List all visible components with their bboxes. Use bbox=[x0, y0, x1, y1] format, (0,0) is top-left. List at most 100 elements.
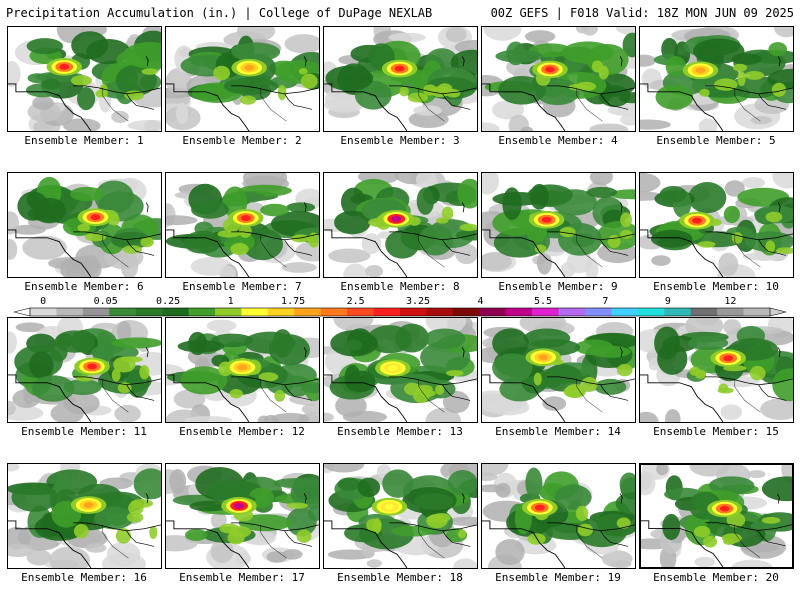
ensemble-member-label: Ensemble Member: 4 bbox=[498, 134, 618, 147]
colorbar-bin bbox=[267, 308, 295, 316]
ensemble-member-label: Ensemble Member: 7 bbox=[182, 280, 302, 293]
precip-map bbox=[482, 464, 635, 568]
ensemble-member-label: Ensemble Member: 14 bbox=[495, 425, 621, 438]
colorbar-bin bbox=[664, 308, 692, 316]
ensemble-member-map bbox=[7, 26, 162, 132]
colorbar-bin bbox=[611, 308, 639, 316]
colorbar-bin bbox=[30, 308, 57, 316]
precip-map bbox=[641, 465, 792, 567]
colorbar-bin bbox=[135, 308, 163, 316]
colorbar-bin bbox=[743, 308, 771, 316]
precip-map bbox=[482, 27, 635, 131]
ensemble-member-map bbox=[165, 172, 320, 278]
colorbar-right-arrow bbox=[769, 307, 787, 317]
colorbar-tick-label: 3.25 bbox=[405, 296, 431, 307]
colorbar-tick-label: 0.25 bbox=[156, 296, 181, 307]
precip-map bbox=[324, 173, 477, 277]
ensemble-member-label: Ensemble Member: 11 bbox=[21, 425, 147, 438]
ensemble-member-label: Ensemble Member: 15 bbox=[653, 425, 779, 438]
ensemble-member-map bbox=[639, 26, 794, 132]
ensemble-member-map bbox=[323, 463, 478, 569]
header-title-right: 00Z GEFS | F018 Valid: 18Z MON JUN 09 20… bbox=[490, 6, 794, 20]
precip-map bbox=[166, 27, 319, 131]
precip-map bbox=[324, 27, 477, 131]
ensemble-member-label: Ensemble Member: 19 bbox=[495, 571, 621, 584]
colorbar-bin bbox=[215, 308, 242, 316]
ensemble-member-label: Ensemble Member: 2 bbox=[182, 134, 302, 147]
ensemble-member-map bbox=[7, 463, 162, 569]
precip-map bbox=[482, 318, 635, 422]
ensemble-member-map bbox=[323, 317, 478, 423]
precip-map bbox=[324, 318, 477, 422]
ensemble-member-map bbox=[481, 317, 636, 423]
precip-map bbox=[640, 27, 793, 131]
colorbar-bin bbox=[109, 308, 137, 316]
colorbar-bin bbox=[479, 308, 507, 316]
precip-map bbox=[166, 464, 319, 568]
colorbar-bin bbox=[294, 308, 322, 316]
colorbar-tick-label: 12 bbox=[724, 296, 737, 307]
precip-map bbox=[482, 173, 635, 277]
colorbar-bin bbox=[585, 308, 612, 316]
ensemble-member-label: Ensemble Member: 20 bbox=[653, 571, 779, 584]
ensemble-member-map bbox=[639, 317, 794, 423]
ensemble-member-label: Ensemble Member: 16 bbox=[21, 571, 147, 584]
ensemble-member-label: Ensemble Member: 9 bbox=[498, 280, 618, 293]
colorbar-bin bbox=[426, 308, 454, 316]
ensemble-member-label: Ensemble Member: 18 bbox=[337, 571, 463, 584]
ensemble-member-map bbox=[481, 463, 636, 569]
colorbar-tick-label: 7 bbox=[602, 296, 609, 307]
ensemble-member-label: Ensemble Member: 8 bbox=[340, 280, 460, 293]
ensemble-member-map bbox=[165, 317, 320, 423]
colorbar-bin bbox=[373, 308, 401, 316]
colorbar-bin bbox=[347, 308, 374, 316]
colorbar-bin bbox=[56, 308, 84, 316]
colorbar-tick-label: 5.5 bbox=[533, 296, 553, 307]
ensemble-member-label: Ensemble Member: 10 bbox=[653, 280, 779, 293]
header-title-left: Precipitation Accumulation (in.) | Colle… bbox=[6, 6, 433, 20]
precip-map bbox=[640, 173, 793, 277]
precip-map bbox=[166, 173, 319, 277]
ensemble-member-map bbox=[7, 172, 162, 278]
ensemble-member-label: Ensemble Member: 5 bbox=[656, 134, 776, 147]
colorbar-bin bbox=[320, 308, 348, 316]
colorbar-tick-label: 4 bbox=[477, 296, 484, 307]
ensemble-member-map bbox=[481, 172, 636, 278]
ensemble-member-label: Ensemble Member: 17 bbox=[179, 571, 305, 584]
colorbar-bin bbox=[82, 308, 110, 316]
ensemble-member-label: Ensemble Member: 3 bbox=[340, 134, 460, 147]
colorbar-bin bbox=[241, 308, 269, 316]
colorbar-tick-label: 0 bbox=[40, 296, 47, 307]
ensemble-member-map bbox=[165, 463, 320, 569]
ensemble-member-map bbox=[323, 172, 478, 278]
precip-map bbox=[324, 464, 477, 568]
ensemble-member-map bbox=[481, 26, 636, 132]
colorbar-tick-label: 0.05 bbox=[93, 296, 118, 307]
colorbar-tick-label: 1 bbox=[227, 296, 234, 307]
precip-map bbox=[8, 173, 161, 277]
ensemble-member-map bbox=[7, 317, 162, 423]
precip-map bbox=[8, 318, 161, 422]
precip-map bbox=[640, 318, 793, 422]
precip-map bbox=[8, 464, 161, 568]
colorbar-bin bbox=[505, 308, 533, 316]
precip-map bbox=[166, 318, 319, 422]
ensemble-member-map bbox=[165, 26, 320, 132]
ensemble-member-label: Ensemble Member: 12 bbox=[179, 425, 305, 438]
ensemble-member-label: Ensemble Member: 13 bbox=[337, 425, 463, 438]
ensemble-member-label: Ensemble Member: 1 bbox=[24, 134, 144, 147]
colorbar-bin bbox=[558, 308, 586, 316]
colorbar-bin bbox=[717, 308, 744, 316]
colorbar-left-arrow bbox=[13, 307, 31, 317]
colorbar-bin bbox=[400, 308, 427, 316]
precip-map bbox=[8, 27, 161, 131]
colorbar-bin bbox=[452, 308, 480, 316]
colorbar-tick-label: 9 bbox=[664, 296, 671, 307]
ensemble-member-map bbox=[323, 26, 478, 132]
ensemble-member-map bbox=[639, 463, 794, 569]
colorbar-bin bbox=[637, 308, 665, 316]
colorbar-bin bbox=[690, 308, 718, 316]
colorbar-outline bbox=[29, 307, 771, 317]
precipitation-colorbar bbox=[13, 307, 787, 317]
colorbar-tick-label: 1.75 bbox=[281, 296, 306, 307]
